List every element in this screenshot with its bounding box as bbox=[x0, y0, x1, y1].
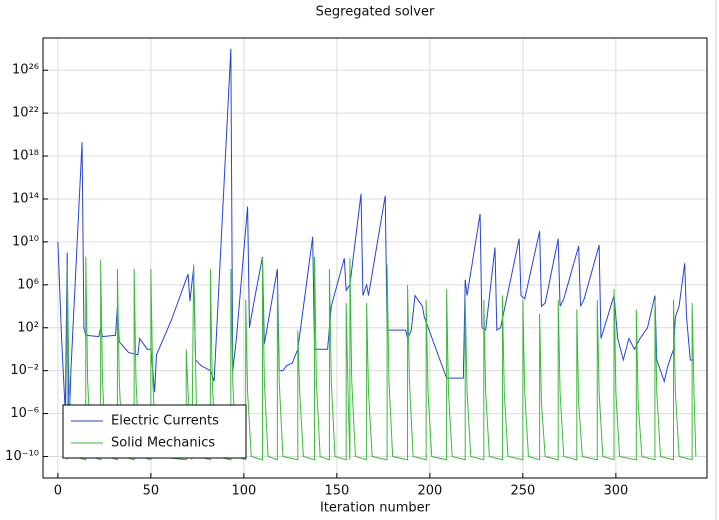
plot-frame bbox=[42, 37, 708, 479]
chart-title: Segregated solver bbox=[316, 5, 435, 20]
y-tick-label: 10²⁶ bbox=[12, 63, 39, 78]
x-tick-label: 150 bbox=[324, 484, 349, 499]
y-tick-label: 10⁻¹⁰ bbox=[5, 449, 39, 464]
legend-label: Solid Mechanics bbox=[111, 436, 215, 451]
y-tick-label: 10⁻⁶ bbox=[10, 406, 39, 421]
legend-label: Electric Currents bbox=[111, 414, 219, 429]
y-tick-label: 10⁶ bbox=[17, 277, 39, 292]
x-tick-label: 200 bbox=[417, 484, 442, 499]
series-line bbox=[57, 48, 694, 436]
x-tick-label: 250 bbox=[510, 484, 535, 499]
y-tick-label: 10⁻² bbox=[10, 363, 39, 378]
y-tick-label: 10²² bbox=[12, 106, 39, 121]
x-tick-label: 300 bbox=[603, 484, 628, 499]
x-axis-label: Iteration number bbox=[320, 501, 431, 516]
y-tick-label: 10¹⁴ bbox=[12, 191, 39, 206]
y-tick-label: 10² bbox=[17, 320, 39, 335]
y-tick-label: 10¹⁸ bbox=[12, 149, 39, 164]
y-tick-label: 10¹⁰ bbox=[12, 234, 39, 249]
x-tick-label: 50 bbox=[143, 484, 160, 499]
x-tick-label: 100 bbox=[231, 484, 256, 499]
x-tick-label: 0 bbox=[54, 484, 62, 499]
legend-box bbox=[62, 404, 247, 459]
